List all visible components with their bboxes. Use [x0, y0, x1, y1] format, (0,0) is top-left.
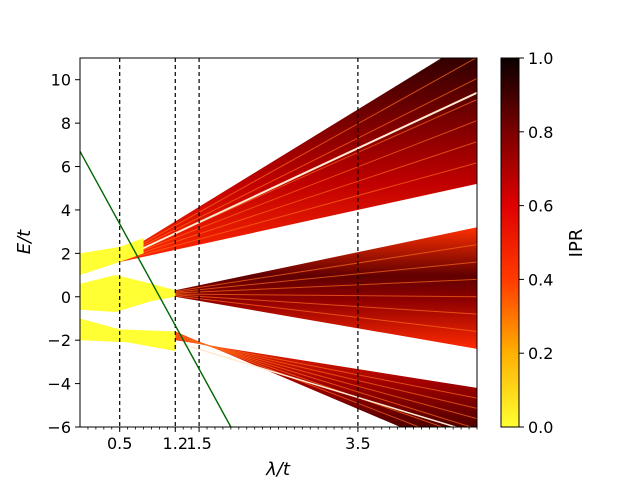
band-level-line — [175, 295, 477, 332]
x-ticks: 0.5 1.21.5 3.5 — [87, 427, 478, 453]
band-level-line — [175, 293, 477, 298]
x-axis-label: λ/t — [265, 459, 291, 480]
y-tick-label: −6 — [47, 418, 71, 437]
colorbar-tick-label: 0.6 — [528, 197, 553, 216]
band-level-line — [175, 334, 473, 427]
band-level-line — [175, 244, 477, 292]
band-bright-line — [127, 91, 477, 257]
bands-layer — [119, 58, 477, 427]
colorbar-gradient — [500, 57, 520, 428]
band-level-line — [119, 120, 477, 260]
x-tick-label: 3.5 — [345, 434, 370, 453]
band-upper — [119, 58, 477, 263]
band-level-line — [175, 333, 444, 427]
colorbar-tick-label: 1.0 — [528, 49, 553, 68]
extended-states-layer — [80, 238, 176, 352]
x-tick-label: 1.5 — [186, 434, 211, 453]
colorbar-tick-label: 0.2 — [528, 344, 553, 363]
y-tick-label: −4 — [47, 375, 71, 394]
band-level-line — [119, 58, 477, 257]
colorbar-tick-label: 0.8 — [528, 123, 553, 142]
band-level-line — [175, 338, 477, 399]
x-tick-label: 0.5 — [107, 434, 132, 453]
green-line — [80, 150, 232, 427]
colorbar-tick-label: 0.0 — [528, 418, 553, 437]
extended-band-lower — [80, 318, 176, 352]
extended-band-upper — [80, 238, 144, 276]
band-level-line — [175, 278, 477, 294]
colorbar: 0.0 0.2 0.4 0.6 0.8 1.0 IPR — [500, 49, 587, 437]
y-tick-label: 6 — [61, 158, 71, 177]
y-tick-label: −2 — [47, 331, 71, 350]
x-tick-label: 1.2 — [163, 434, 188, 453]
band-level-line — [175, 294, 477, 315]
colorbar-tick-label: 0.4 — [528, 270, 553, 289]
band-level-line — [119, 141, 477, 261]
colorbar-ticks: 0.0 0.2 0.4 0.6 0.8 1.0 — [519, 49, 553, 437]
band-level-line — [175, 337, 477, 409]
band-level-line — [175, 335, 477, 420]
y-axis-label: E/t — [14, 229, 35, 254]
extended-band-middle — [80, 275, 176, 312]
band-middle — [175, 227, 477, 349]
band-level-line — [175, 261, 477, 293]
vertical-lines-layer — [119, 58, 359, 427]
y-tick-label: 10 — [51, 71, 71, 90]
y-tick-label: 4 — [61, 201, 71, 220]
band-bright-line — [183, 343, 459, 427]
band-level-line — [119, 162, 477, 262]
green-line-layer — [80, 150, 232, 427]
colorbar-label: IPR — [566, 229, 587, 258]
y-tick-label: 8 — [61, 114, 71, 133]
y-ticks: −6 −4 −2 0 2 4 6 8 10 — [47, 71, 80, 437]
y-tick-label: 2 — [61, 244, 71, 263]
plot-area — [80, 58, 477, 427]
band-level-line — [175, 332, 421, 427]
y-tick-label: 0 — [61, 288, 71, 307]
band-level-line — [119, 78, 477, 258]
